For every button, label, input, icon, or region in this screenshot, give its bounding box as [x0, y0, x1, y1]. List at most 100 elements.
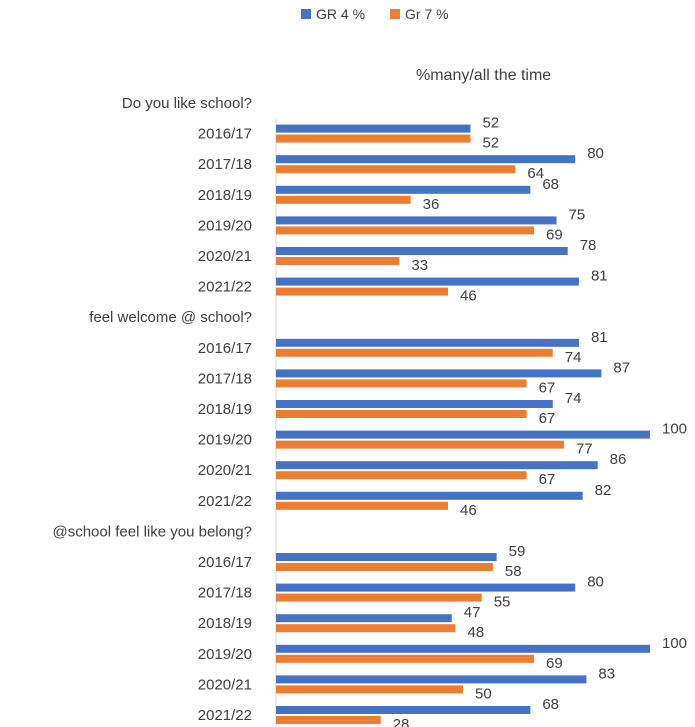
category-label: 2020/21 [198, 676, 252, 693]
data-label-gr7: 50 [475, 685, 492, 702]
bar-gr7 [276, 563, 493, 571]
data-label-gr4: 87 [613, 359, 630, 376]
data-label-gr4: 59 [509, 543, 526, 560]
category-label: 2020/21 [198, 248, 252, 265]
bar-gr7 [276, 624, 456, 633]
data-label-gr4: 80 [587, 145, 604, 162]
data-label-gr7: 69 [546, 655, 563, 672]
bar-gr4 [276, 216, 557, 225]
bar-gr4 [276, 491, 583, 500]
data-label-gr7: 52 [482, 135, 499, 152]
plot-area: Do you like school? 2016/17 52 52 2017/18 80 6… [52, 95, 687, 727]
data-label-gr7: 74 [565, 349, 582, 366]
data-label-gr7: 77 [576, 441, 593, 458]
data-label-gr7: 58 [505, 563, 522, 580]
bar-gr4 [276, 185, 531, 194]
data-label-gr7: 55 [494, 594, 511, 611]
data-label-gr7: 69 [546, 226, 563, 243]
data-label-gr4: 86 [610, 451, 627, 468]
category-label: 2017/18 [198, 156, 252, 173]
category-label: 2018/19 [198, 615, 252, 632]
data-label-gr4: 81 [591, 268, 608, 285]
data-label-gr7: 67 [539, 410, 556, 427]
group-label: feel welcome @ school? [89, 309, 252, 326]
category-label: 2018/19 [198, 401, 252, 418]
bar-gr4 [276, 247, 568, 255]
bar-gr7 [276, 257, 400, 265]
bar-gr4 [276, 369, 602, 378]
category-label: 2021/22 [198, 493, 252, 510]
data-label-gr7: 36 [423, 196, 440, 213]
bar-gr7 [276, 471, 527, 480]
group-label: Do you like school? [122, 95, 252, 112]
bar-gr4 [276, 277, 579, 286]
category-label: 2019/20 [198, 217, 252, 234]
bar-gr4 [276, 706, 531, 714]
bar-gr7 [276, 226, 535, 235]
bar-gr4 [276, 400, 553, 408]
data-label-gr4: 100 [662, 421, 687, 438]
legend: GR 4 % Gr 7 % [301, 6, 449, 22]
bar-gr7 [276, 195, 411, 204]
bar-gr7 [276, 379, 527, 388]
data-label-gr4: 68 [542, 696, 559, 713]
bar-gr7 [276, 593, 482, 602]
bar-gr7 [276, 287, 449, 296]
data-label-gr4: 68 [542, 176, 559, 193]
legend-label-gr7: Gr 7 % [405, 6, 449, 22]
legend-swatch-gr7 [390, 9, 400, 19]
bar-gr4 [276, 338, 579, 347]
category-label: 2021/22 [198, 279, 252, 296]
data-label-gr7: 46 [460, 502, 477, 519]
data-label-gr4: 78 [580, 237, 597, 254]
category-label: 2016/17 [198, 126, 252, 143]
category-label: 2021/22 [198, 707, 252, 724]
data-label-gr7: 28 [393, 716, 410, 727]
bar-gr4 [276, 675, 587, 684]
bar-gr7 [276, 134, 471, 143]
data-label-gr7: 67 [539, 379, 556, 396]
data-label-gr4: 74 [565, 390, 582, 407]
category-label: 2019/20 [198, 432, 252, 449]
legend-swatch-gr4 [301, 9, 311, 19]
bar-gr4 [276, 124, 471, 133]
bar-gr7 [276, 165, 516, 174]
legend-label-gr4: GR 4 % [316, 6, 365, 22]
data-label-gr4: 75 [569, 206, 586, 223]
bar-gr7 [276, 348, 553, 357]
category-label: 2017/18 [198, 370, 252, 387]
bar-gr4 [276, 430, 650, 439]
category-label: 2020/21 [198, 462, 252, 479]
chart-title: %many/all the time [416, 67, 551, 84]
bar-gr7 [276, 654, 535, 663]
bar-gr4 [276, 155, 576, 164]
data-label-gr4: 52 [482, 115, 499, 132]
bar-gr4 [276, 614, 452, 623]
data-label-gr7: 33 [411, 257, 428, 274]
data-label-gr7: 67 [539, 471, 556, 488]
data-label-gr4: 83 [598, 665, 615, 682]
bar-gr7 [276, 685, 463, 694]
category-label: 2016/17 [198, 554, 252, 571]
bar-gr7 [276, 501, 449, 510]
group-label: @school feel like you belong? [52, 523, 252, 540]
data-label-gr7: 46 [460, 288, 477, 305]
bar-gr4 [276, 553, 497, 561]
data-label-gr4: 80 [587, 574, 604, 591]
data-label-gr7: 48 [468, 624, 485, 641]
bar-gr7 [276, 716, 381, 724]
data-label-gr4: 100 [662, 635, 687, 652]
bar-gr7 [276, 440, 564, 449]
bar-gr4 [276, 583, 576, 592]
bar-gr4 [276, 461, 598, 470]
bar-gr4 [276, 644, 650, 653]
category-label: 2018/19 [198, 187, 252, 204]
category-label: 2017/18 [198, 585, 252, 602]
bar-gr7 [276, 410, 527, 418]
data-label-gr7: 64 [527, 165, 544, 182]
category-label: 2016/17 [198, 340, 252, 357]
data-label-gr4: 81 [591, 329, 608, 346]
category-label: 2019/20 [198, 646, 252, 663]
data-label-gr4: 82 [595, 482, 612, 499]
